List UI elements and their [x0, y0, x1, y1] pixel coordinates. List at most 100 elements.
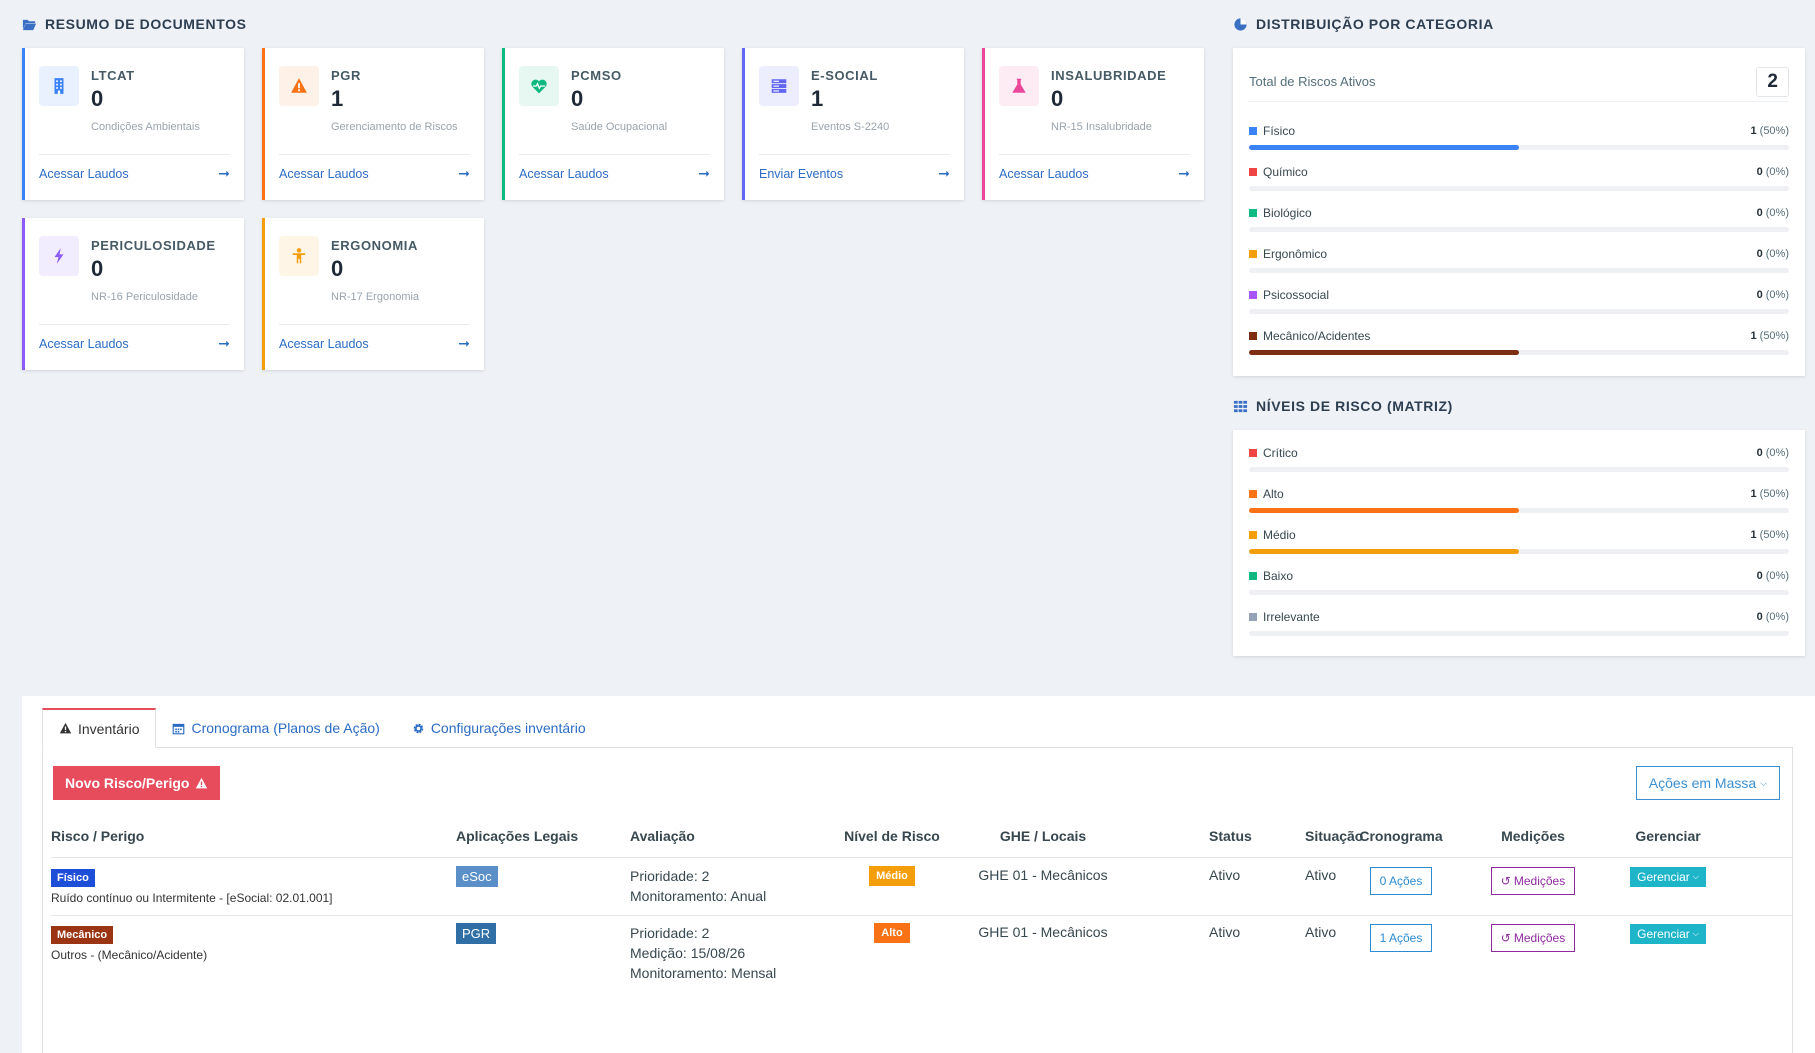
doc-card-link[interactable]: Acessar Laudos [999, 167, 1089, 181]
doc-card-count: 1 [811, 86, 824, 111]
bar-track [1249, 350, 1789, 355]
evaluation-line: Prioridade: 2 [630, 868, 710, 884]
schedule-actions-button[interactable]: 0 Ações [1369, 867, 1433, 895]
color-swatch [1249, 250, 1257, 258]
heartbeat-icon [519, 66, 559, 106]
chevron-down-icon: ⌵ [1760, 777, 1767, 788]
bar-label: Médio [1263, 528, 1296, 542]
bar-percent: (0%) [1765, 207, 1789, 219]
new-risk-button[interactable]: Novo Risco/Perigo [53, 766, 221, 800]
tab-cronograma[interactable]: Cronograma (Planos de Ação) [156, 708, 395, 748]
schedule-actions-button[interactable]: 1 Ações [1369, 924, 1433, 952]
history-icon: ↺ [1500, 931, 1511, 945]
arrow-right-icon[interactable]: ➞ [458, 335, 470, 351]
tab-inventario[interactable]: Inventário [42, 708, 157, 748]
bar-track [1249, 227, 1789, 232]
bar-label: Irrelevante [1263, 610, 1320, 624]
doc-card-link[interactable]: Acessar Laudos [279, 167, 369, 181]
tab-configuracoes[interactable]: Configurações inventário [396, 708, 602, 748]
risk-description: Ruído contínuo ou Intermitente - [eSocia… [51, 891, 333, 905]
divider [759, 154, 950, 155]
arrow-right-icon[interactable]: ➞ [458, 165, 470, 181]
schedule-cell: 1 Ações [1331, 924, 1471, 952]
doc-card-link[interactable]: Acessar Laudos [39, 167, 129, 181]
bar-count: 0 [1756, 611, 1763, 623]
bar-item-psicossocial: Psicossocial 0 (0%) [1249, 288, 1789, 318]
evaluation-line: Medição: 15/08/26 [630, 945, 746, 961]
doc-card-pgr: PGR 1 Gerenciamento de Riscos Acessar La… [262, 48, 484, 200]
column-header: Cronograma [1359, 828, 1443, 844]
arrow-right-icon[interactable]: ➞ [698, 165, 710, 181]
server-icon [759, 66, 799, 106]
flask-icon [999, 66, 1039, 106]
doc-card-e-social: E-SOCIAL 1 Eventos S-2240 Enviar Eventos… [742, 48, 964, 200]
ghe-cell: GHE 01 - Mecânicos [978, 924, 1108, 940]
bar-track [1249, 268, 1789, 273]
bar-item-alto: Alto 1 (50%) [1249, 487, 1789, 517]
bulk-actions-button[interactable]: Ações em Massa ⌵ [1635, 766, 1780, 800]
arrow-right-icon[interactable]: ➞ [1178, 165, 1190, 181]
doc-card-link[interactable]: Acessar Laudos [39, 337, 129, 351]
doc-card-link[interactable]: Acessar Laudos [279, 337, 369, 351]
arrow-right-icon[interactable]: ➞ [938, 165, 950, 181]
warning-icon [279, 66, 319, 106]
legal-cell: PGR [456, 923, 497, 944]
doc-card-link[interactable]: Acessar Laudos [519, 167, 609, 181]
risk-type-badge: Mecânico [51, 926, 114, 944]
color-swatch [1249, 168, 1257, 176]
inventory-tabs: Inventário Cronograma (Planos de Ação) C… [42, 708, 602, 748]
measurements-button[interactable]: ↺ Medições [1490, 924, 1576, 952]
column-header: Avaliação [630, 828, 695, 844]
bar-percent: (0%) [1765, 248, 1789, 260]
bar-count: 1 [1750, 125, 1757, 137]
arrow-right-icon[interactable]: ➞ [218, 165, 230, 181]
manage-dropdown-button[interactable]: Gerenciar ⌵ [1630, 867, 1706, 887]
doc-card-subtitle: NR-17 Ergonomia [331, 291, 420, 303]
warning-icon [196, 777, 208, 788]
person-icon [279, 236, 319, 276]
doc-card-insalubridade: INSALUBRIDADE 0 NR-15 Insalubridade Aces… [982, 48, 1204, 200]
divider [39, 154, 230, 155]
doc-card-count: 0 [1051, 86, 1064, 111]
bar-fill [1249, 508, 1519, 513]
bar-percent: (50%) [1759, 529, 1789, 541]
bar-count: 0 [1756, 207, 1763, 219]
bar-count: 0 [1756, 289, 1763, 301]
doc-card-title: INSALUBRIDADE [1051, 68, 1167, 83]
manage-dropdown-button[interactable]: Gerenciar ⌵ [1630, 924, 1706, 944]
row-divider [51, 915, 1792, 916]
bar-percent: (50%) [1759, 488, 1789, 500]
bar-label: Crítico [1263, 446, 1298, 460]
measurements-cell: ↺ Medições [1463, 867, 1603, 895]
color-swatch [1249, 449, 1257, 457]
measurements-button[interactable]: ↺ Medições [1490, 867, 1576, 895]
divider [279, 324, 470, 325]
doc-card-title: E-SOCIAL [811, 68, 878, 83]
arrow-right-icon[interactable]: ➞ [218, 335, 230, 351]
doc-card-subtitle: NR-15 Insalubridade [1051, 121, 1152, 133]
distribution-panel: Total de Riscos Ativos 2 Físico 1 (50%) … [1233, 48, 1805, 376]
column-header: Medições [1501, 828, 1565, 844]
bar-count: 0 [1756, 166, 1763, 178]
bar-label: Químico [1263, 165, 1308, 179]
bar-track [1249, 549, 1789, 554]
bar-item-irrelevante: Irrelevante 0 (0%) [1249, 610, 1789, 640]
bar-label: Físico [1263, 124, 1296, 138]
column-header: Status [1209, 828, 1252, 844]
bar-count: 0 [1756, 570, 1763, 582]
measurements-cell: ↺ Medições [1463, 924, 1603, 952]
gear-icon [413, 723, 424, 733]
doc-card-ltcat: LTCAT 0 Condições Ambientais Acessar Lau… [22, 48, 244, 200]
color-swatch [1249, 572, 1257, 580]
doc-card-subtitle: Condições Ambientais [91, 121, 200, 133]
levels-panel: Crítico 0 (0%) Alto 1 (50%) Médio 1 (50%… [1233, 430, 1805, 656]
risk-cell: Mecânico Outros - (Mecânico/Acidente) [51, 925, 207, 962]
doc-card-ergonomia: ERGONOMIA 0 NR-17 Ergonomia Acessar Laud… [262, 218, 484, 370]
doc-card-link[interactable]: Enviar Eventos [759, 167, 844, 181]
bar-count: 0 [1756, 447, 1763, 459]
bar-track [1249, 631, 1789, 636]
bar-fill [1249, 145, 1519, 150]
status-cell: Ativo [1209, 867, 1241, 883]
divider [39, 324, 230, 325]
bar-item-baixo: Baixo 0 (0%) [1249, 569, 1789, 599]
